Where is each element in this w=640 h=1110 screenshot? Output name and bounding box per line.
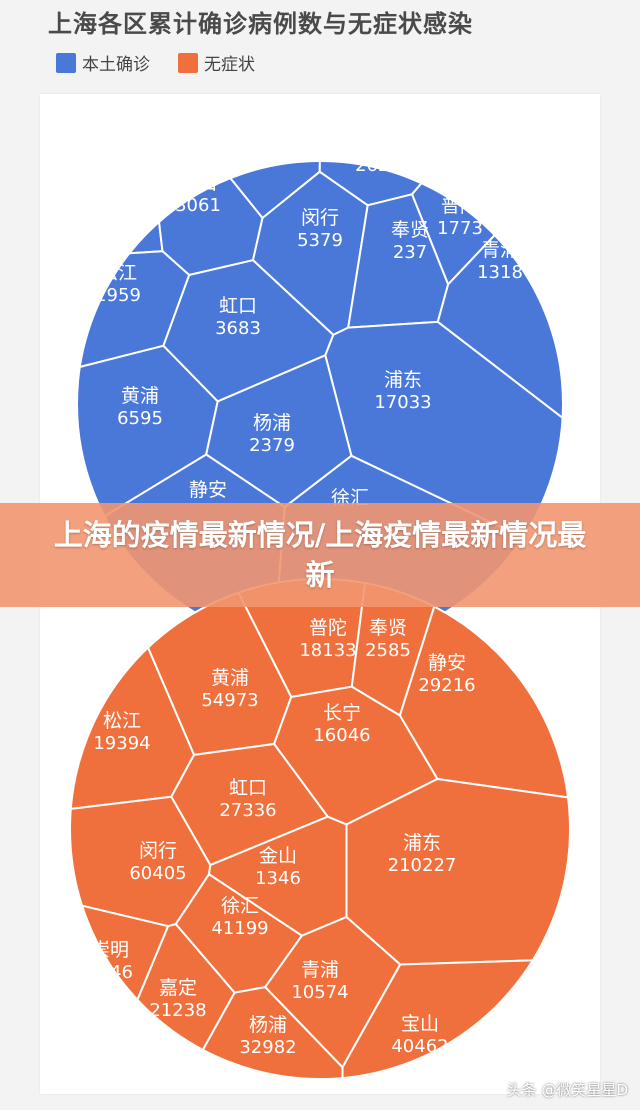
confirmed-cell-value: 6595 [117,408,163,429]
asymptomatic-cell-label: 青浦 [301,959,339,981]
confirmed-cell-label: 浦东 [384,369,422,391]
legend-swatch-asymptomatic [178,52,198,73]
asymptomatic-cell-label: 闵行 [139,840,177,862]
asymptomatic-cell-value: 1346 [255,868,301,889]
asymptomatic-cell-value: 21238 [149,1000,206,1021]
confirmed-cell-label: 闵行 [301,207,339,229]
asymptomatic-cell-value: 210227 [388,855,457,876]
asymptomatic-cell-label: 金山 [259,845,297,867]
confirmed-cell-label: 长宁 [243,122,281,144]
chart-title: 上海各区累计确诊病例数与无症状感染 [48,10,473,38]
confirmed-cell-value: 3683 [215,318,261,339]
confirmed-cell-value: 2959 [95,285,141,306]
confirmed-cell-value: 1773 [437,218,483,239]
asymptomatic-cell-label: 崇明 [91,939,129,961]
overlay-banner: 上海的疫情最新情况/上海疫情最新情况最新 [0,503,640,607]
legend-item-asymptomatic: 无症状 [178,50,255,75]
asymptomatic-cell-label: 黄浦 [211,667,249,689]
watermark: 头条 @微笑星星D [506,1081,628,1099]
confirmed-cell-label: 奉贤 [391,219,429,241]
confirmed-cell-label: 嘉定 [359,132,397,154]
asymptomatic-cell-value: 27336 [219,800,276,821]
asymptomatic-cell-value: 19394 [93,733,150,754]
asymptomatic-cell-value: 60405 [129,863,186,884]
asymptomatic-cell-value: 32982 [239,1037,296,1058]
asymptomatic-cell-value: 41199 [211,918,268,939]
confirmed-cell-label: 崇明 [101,185,139,207]
confirmed-cell-value: 5379 [297,230,343,251]
confirmed-cell-label: 虹口 [219,295,257,317]
legend-label-confirmed: 本土确诊 [82,55,150,75]
asymptomatic-cell-label: 松江 [103,710,141,732]
asymptomatic-cell-label: 杨浦 [249,1014,287,1036]
confirmed-cell-value: 2624 [355,155,401,176]
confirmed-cell-value: 2379 [249,435,295,456]
asymptomatic-cell-value: 2585 [365,640,411,661]
confirmed-cell-value: 3061 [175,195,221,216]
asymptomatic-cell-value: 18133 [299,640,356,661]
banner-text: 上海的疫情最新情况/上海疫情最新情况最新 [53,518,587,592]
asymptomatic-cell-value: 29216 [418,675,475,696]
legend-swatch-confirmed [56,52,76,73]
legend-item-confirmed: 本土确诊 [56,50,150,75]
confirmed-cell-label: 普陀 [441,195,479,217]
confirmed-cell-value: 391 [103,208,137,229]
confirmed-cell-value: 17033 [374,392,431,413]
asymptomatic-cell-label: 普陀 [309,617,347,639]
legend-label-asymptomatic: 无症状 [204,55,255,75]
asymptomatic-cell-label: 静安 [428,652,466,674]
confirmed-cell-label: 青浦 [481,239,519,261]
chart-panel: 长宁 2383 嘉定 2624 崇明 391 宝山 3061 闵行 5379 普陀 1773 奉贤 237… [40,94,600,1094]
asymptomatic-cells [70,579,570,1079]
confirmed-cell-label: 松江 [99,262,137,284]
asymptomatic-cell-label: 奉贤 [369,617,407,639]
legend: 本土确诊 无症状 [56,50,283,75]
confirmed-cell-label: 宝山 [179,172,217,194]
confirmed-cell-value: 237 [393,242,427,263]
asymptomatic-cell-label: 徐汇 [221,895,259,917]
asymptomatic-cell-label: 虹口 [229,777,267,799]
asymptomatic-cell-label: 嘉定 [159,977,197,999]
asymptomatic-cell-label: 浦东 [403,832,441,854]
asymptomatic-cell-8 [345,777,570,966]
voronoi-chart: 长宁2383嘉定2624崇明391宝山3061闵行5379普陀1773奉贤237… [69,122,571,1080]
confirmed-cell-label: 黄浦 [121,385,159,407]
confirmed-cell-value: 1318 [477,262,523,283]
asymptomatic-cell-value: 5246 [87,962,133,983]
confirmed-cell-value: 2383 [239,145,285,166]
asymptomatic-cell-value: 16046 [313,725,370,746]
asymptomatic-cell-value: 54973 [201,690,258,711]
asymptomatic-cell-label: 长宁 [323,702,361,724]
asymptomatic-cell-value: 10574 [291,982,348,1003]
asymptomatic-cell-value: 40462 [391,1036,448,1057]
asymptomatic-cell-label: 宝山 [401,1013,439,1035]
confirmed-cell-label: 静安 [189,479,227,501]
confirmed-cell-label: 杨浦 [253,412,291,434]
